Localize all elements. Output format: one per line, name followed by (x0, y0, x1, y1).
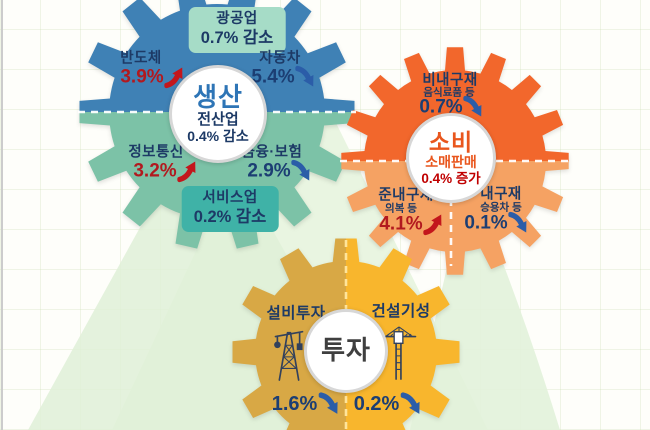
production-title: 생산 (193, 82, 243, 113)
gear-production-half-2 (79, 112, 355, 249)
down-arrow-icon (295, 65, 314, 87)
down-arrow-icon (400, 392, 420, 414)
automobile-value: 5.4% (251, 65, 318, 89)
production-hub: 생산 전산업 0.4% 감소 (169, 65, 267, 163)
nondurables-label: 비내구재 (422, 72, 478, 89)
semiconductor-value: 3.9% (120, 66, 187, 89)
value-text: 1.6% (271, 392, 318, 415)
durables-label: 내구재 (480, 186, 522, 203)
services-box: 서비스업 0.2% 감소 (181, 186, 279, 232)
durables-sublabel: 승용차 등 (480, 201, 522, 214)
value-text: 3.2% (133, 160, 177, 181)
production-subtitle: 전산업 (197, 111, 239, 129)
semiconductor-label: 반도체 (120, 50, 162, 67)
mining-box-label: 광공업 (216, 11, 258, 27)
value-text: 2.9% (247, 160, 291, 181)
value-text: 4.1% (379, 213, 423, 234)
value-text: 0.7% (419, 96, 463, 117)
consumption-subtitle: 소매판매 (425, 154, 477, 171)
consumption-title: 소비 (428, 128, 474, 155)
mining-manufacturing-box: 광공업 0.7% 감소 (188, 7, 286, 53)
semidurables-label: 준내구재 (378, 187, 434, 204)
nondurables-sublabel: 음식료품 등 (423, 86, 475, 99)
up-arrow-icon (423, 214, 442, 236)
finance-insurance-label: 금융·보험 (241, 144, 303, 161)
oil-derrick-icon (274, 330, 304, 381)
tower-crane-icon (381, 326, 417, 380)
value-text: 0.1% (464, 212, 508, 233)
facility-investment-label: 설비투자 (266, 305, 326, 322)
value-text: 0.2% (353, 392, 400, 415)
value-text: 3.9% (120, 66, 164, 87)
services-box-value: 0.2% 감소 (193, 208, 267, 227)
semidurables-value: 4.1% (379, 213, 446, 236)
investment-hub: 투자 (304, 309, 388, 393)
background-slope (410, 175, 560, 430)
construction-label: 건설기성 (371, 303, 431, 320)
gear-consumption-half-1 (341, 47, 569, 161)
facility-investment-value: 1.6% (272, 392, 343, 416)
gear-production-half-1 (79, 0, 355, 112)
value-text: 5.4% (251, 66, 295, 87)
construction-value: 0.2% (354, 392, 425, 416)
durables-value: 0.1% (464, 211, 531, 235)
automobile-label: 자동차 (259, 50, 301, 67)
gear-consumption-half-2 (341, 161, 569, 275)
production-change: 0.4% 감소 (187, 128, 249, 145)
consumption-change: 0.4% 증가 (421, 171, 481, 187)
finance-insurance-value: 2.9% (247, 159, 314, 183)
consumption-hub: 소비 소매판매 0.4% 증가 (406, 113, 496, 203)
up-arrow-icon (177, 161, 196, 183)
mining-box-value: 0.7% 감소 (200, 29, 274, 48)
semidurables-sublabel: 의복 등 (385, 202, 417, 215)
investment-title: 투자 (321, 335, 371, 366)
ict-value: 3.2% (133, 160, 200, 183)
services-box-label: 서비스업 (202, 190, 258, 206)
nondurables-value: 0.7% (419, 95, 486, 119)
ict-label: 정보통신 (128, 144, 184, 161)
down-arrow-icon (463, 95, 482, 117)
up-arrow-icon (164, 67, 183, 89)
down-arrow-icon (291, 159, 310, 181)
down-arrow-icon (318, 392, 338, 414)
down-arrow-icon (508, 211, 527, 233)
